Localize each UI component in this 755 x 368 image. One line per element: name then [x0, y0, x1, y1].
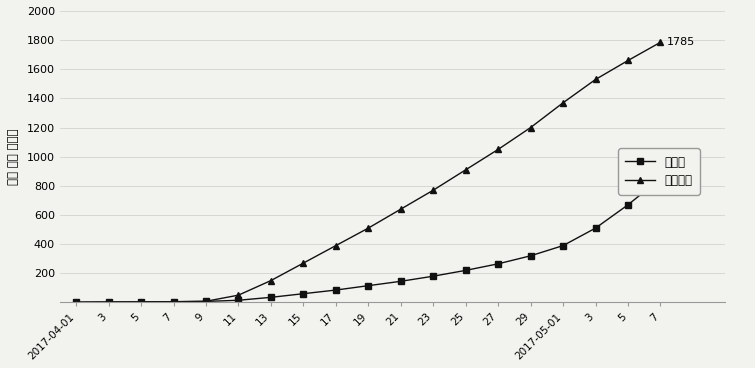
Line: 투여구: 투여구 — [73, 176, 664, 305]
투여구 — [267, 295, 276, 300]
투여구 — [364, 283, 373, 288]
비투여구 — [104, 300, 113, 304]
비투여구 — [656, 40, 665, 45]
비투여구 — [169, 300, 178, 304]
투여구 — [137, 300, 146, 304]
투여구 — [72, 300, 81, 304]
비투여구 — [559, 100, 568, 105]
비투여구 — [299, 261, 308, 265]
비투여구 — [494, 147, 503, 152]
Legend: 투여구, 비투여구: 투여구, 비투여구 — [618, 148, 700, 195]
투여구 — [624, 202, 633, 207]
비투여구 — [396, 207, 405, 211]
비투여구 — [461, 167, 470, 172]
투여구 — [331, 288, 341, 292]
투여구 — [234, 298, 243, 302]
투여구 — [656, 176, 665, 181]
투여구 — [396, 279, 405, 283]
Line: 비투여구: 비투여구 — [72, 39, 664, 305]
비투여구 — [526, 125, 535, 130]
비투여구 — [202, 299, 211, 304]
투여구 — [591, 226, 600, 230]
비투여구 — [624, 58, 633, 63]
비투여구 — [364, 226, 373, 230]
비투여구 — [72, 300, 81, 304]
Text: 1785: 1785 — [667, 37, 695, 47]
투여구 — [494, 262, 503, 266]
투여구 — [104, 300, 113, 304]
비투여구 — [429, 188, 438, 192]
비투여구 — [591, 77, 600, 82]
투여구 — [299, 291, 308, 296]
투여구 — [559, 243, 568, 248]
비투여구 — [331, 243, 341, 248]
Text: 850: 850 — [667, 174, 688, 184]
비투여구 — [234, 293, 243, 297]
투여구 — [461, 268, 470, 273]
투여구 — [169, 300, 178, 304]
투여구 — [526, 254, 535, 258]
Y-axis label: 누적 폐사 마리수: 누적 폐사 마리수 — [7, 128, 20, 185]
비투여구 — [137, 300, 146, 304]
비투여구 — [267, 278, 276, 283]
투여구 — [202, 299, 211, 304]
투여구 — [429, 274, 438, 279]
